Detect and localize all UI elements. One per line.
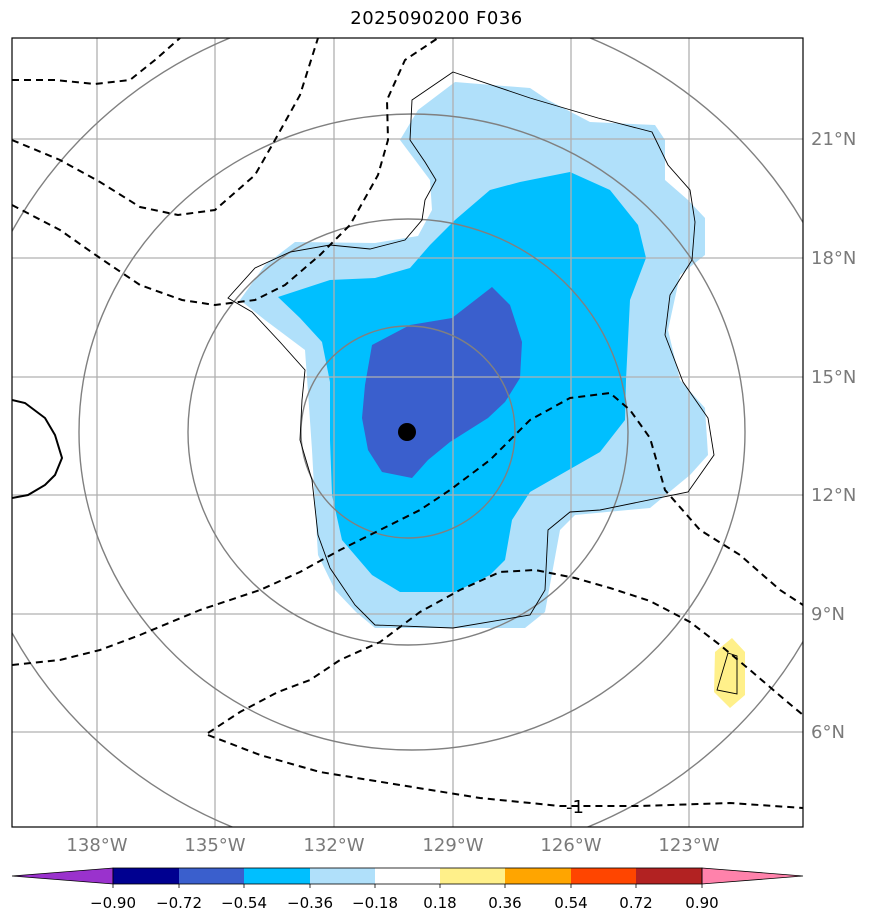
lon-labels: 138°W 135°W 132°W 129°W 126°W 123°W xyxy=(66,835,719,856)
range-rings xyxy=(12,38,803,827)
thin-contour-main xyxy=(227,71,715,629)
colorbar-tick-label: 0.18 xyxy=(423,894,456,912)
colorbar-tick-label: 0.90 xyxy=(685,894,718,912)
colorbar-segment xyxy=(440,868,505,884)
lon-label: 126°W xyxy=(540,835,601,856)
colorbar-segment xyxy=(375,868,440,884)
colorbar-segment xyxy=(179,868,244,884)
map-frame xyxy=(11,37,804,828)
storm-center-marker xyxy=(398,423,416,441)
colorbar-tick-label: −0.18 xyxy=(352,894,398,912)
lon-label: 135°W xyxy=(184,835,245,856)
map-title: 2025090200 F036 xyxy=(350,8,523,29)
colorbar-segment xyxy=(571,868,636,884)
colorbar-segment xyxy=(636,868,702,884)
colorbar-tick-label: 0.54 xyxy=(554,894,587,912)
colorbar-tick-label: −0.72 xyxy=(156,894,202,912)
lon-label: 132°W xyxy=(303,835,364,856)
colorbar-frame xyxy=(112,867,703,885)
colorbar-tick-label: 0.36 xyxy=(488,894,521,912)
lat-label: 9°N xyxy=(811,604,845,625)
contour-label: -1 xyxy=(566,797,584,818)
colorbar: −0.90 −0.72 −0.54 −0.36 −0.18 0.18 0.36 … xyxy=(11,867,804,912)
colorbar-segment xyxy=(505,868,571,884)
colorbar-segment xyxy=(244,868,310,884)
lat-lon-grid xyxy=(12,38,803,827)
colorbar-tick-label: −0.90 xyxy=(90,894,136,912)
lat-label: 21°N xyxy=(811,129,856,150)
colorbar-segment xyxy=(113,868,179,884)
lat-label: 12°N xyxy=(811,485,856,506)
colorbar-tick-label: 0.72 xyxy=(619,894,652,912)
thin-contour-small xyxy=(716,652,738,695)
lat-label: 18°N xyxy=(811,248,856,269)
dashed-contours xyxy=(12,38,803,809)
colorbar-tick-label: −0.54 xyxy=(221,894,267,912)
lon-label: 123°W xyxy=(658,835,719,856)
lat-labels: 21°N 18°N 15°N 12°N 9°N 6°N xyxy=(811,129,856,743)
solid-contour-left xyxy=(12,399,64,499)
lon-label: 129°W xyxy=(422,835,483,856)
colorbar-extend-min xyxy=(11,867,114,885)
lon-label: 138°W xyxy=(66,835,127,856)
lat-label: 6°N xyxy=(811,722,845,743)
colorbar-extend-max xyxy=(701,867,804,885)
colorbar-segment xyxy=(310,868,375,884)
colorbar-tick-label: −0.36 xyxy=(287,894,333,912)
lat-label: 15°N xyxy=(811,367,856,388)
fill-yellow-region xyxy=(714,638,745,708)
